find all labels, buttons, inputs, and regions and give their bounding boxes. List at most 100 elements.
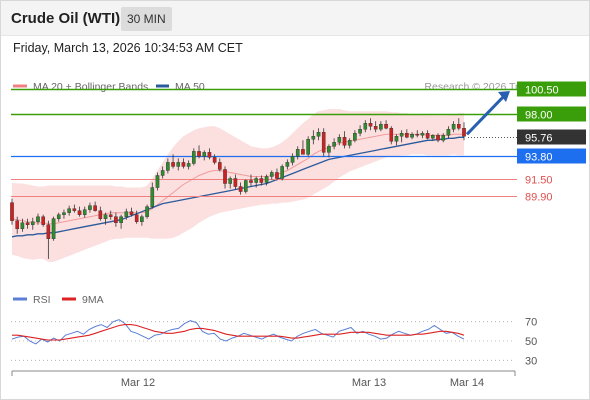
forecast-arrow-head: [498, 91, 510, 103]
candle-body: [160, 170, 165, 176]
candle-body: [25, 222, 30, 225]
rsi-ma-line: [12, 324, 465, 341]
level-100-50-box: [517, 81, 586, 97]
candle-body: [405, 133, 409, 138]
legend-bb-label: MA 20 + Bollinger Bands: [33, 81, 148, 93]
candle-body: [72, 208, 77, 211]
candle-body: [238, 186, 243, 192]
candle-body: [425, 133, 430, 139]
candle-body: [399, 133, 404, 137]
candle-body: [197, 151, 201, 157]
candle-body: [171, 162, 175, 167]
candle-body: [441, 135, 446, 141]
rsi-level-50-label: 50: [525, 336, 537, 348]
candle-body: [46, 224, 51, 239]
candle-body: [280, 166, 284, 179]
candle-body: [420, 133, 425, 136]
candle-body: [431, 135, 435, 139]
candle-body: [114, 216, 118, 223]
level-95-76-label: 95.76: [525, 133, 553, 145]
candle-body: [353, 133, 357, 141]
candle-body: [93, 205, 97, 211]
rsi-level-70-label: 70: [525, 317, 537, 329]
candle-body: [207, 152, 212, 158]
candle-body: [145, 206, 149, 217]
candle-body: [337, 137, 342, 143]
level-89-90-label: 89.90: [525, 192, 553, 204]
x-tick-label: Mar 13: [352, 377, 386, 389]
candle-body: [290, 156, 295, 163]
candle-body: [67, 208, 71, 213]
candle-body: [316, 132, 321, 137]
candle-body: [103, 214, 108, 219]
candle-body: [389, 128, 394, 142]
candle-body: [342, 137, 347, 146]
candle-body: [415, 134, 420, 136]
candle-body: [368, 123, 373, 127]
candle-body: [223, 169, 227, 184]
candle-body: [166, 162, 170, 171]
candle-body: [249, 180, 253, 183]
candle-body: [10, 202, 14, 221]
instrument-title: Crude Oil (WTI): [11, 10, 121, 27]
candle-body: [410, 134, 414, 138]
candle-body: [285, 162, 290, 167]
candle-body: [51, 218, 56, 239]
timeframe-badge[interactable]: 30 MIN: [121, 7, 172, 31]
candle-body: [275, 172, 279, 179]
candle-body: [233, 178, 238, 187]
candle-body: [436, 135, 440, 141]
candle-body: [155, 175, 160, 188]
level-93-80-label: 93.80: [525, 152, 553, 164]
candle-body: [306, 139, 310, 155]
candle-body: [181, 162, 186, 167]
candle-body: [456, 124, 461, 129]
level-93-80-box: [517, 148, 586, 164]
level-100-50-label: 100.50: [525, 85, 559, 97]
candle-body: [212, 157, 217, 163]
level-95-76-box: [517, 129, 586, 145]
candle-body: [56, 214, 61, 219]
candle-body: [218, 162, 222, 170]
candle-body: [462, 128, 466, 137]
candle-body: [311, 136, 316, 140]
candle-body: [124, 211, 129, 217]
candle-body: [150, 187, 155, 207]
candle-body: [347, 140, 352, 146]
ma20-line: [11, 133, 464, 225]
rsi-level-30-label: 30: [525, 355, 537, 367]
candle-body: [140, 216, 144, 222]
candle-body: [373, 126, 378, 130]
candle-body: [82, 209, 87, 215]
candle-body: [41, 216, 45, 225]
candle-body: [202, 152, 207, 157]
candle-body: [98, 210, 103, 219]
candle-body: [358, 129, 362, 134]
legend-ma50-label: MA 50: [175, 81, 205, 93]
forecast-arrow-shaft: [465, 95, 506, 136]
candle-body: [264, 176, 269, 183]
candle-body: [332, 142, 336, 147]
candle-body: [88, 205, 92, 210]
candle-body: [20, 222, 25, 229]
candle-body: [62, 212, 66, 215]
legend-rsi-ma-label: 9MA: [82, 294, 104, 306]
chart-header: Crude Oil (WTI) 30 MIN: [0, 0, 590, 36]
candle-body: [36, 216, 40, 222]
candle-body: [30, 221, 35, 225]
candle-body: [446, 129, 451, 136]
x-tick-label: Mar 14: [450, 377, 484, 389]
rsi-line: [11, 319, 465, 345]
candle-body: [295, 149, 300, 157]
candle-body: [394, 136, 399, 142]
x-tick-label: Mar 12: [121, 377, 155, 389]
candle-body: [77, 210, 82, 215]
candle-body: [134, 214, 139, 222]
candle-body: [15, 220, 20, 229]
candle-body: [321, 132, 326, 153]
candle-body: [192, 151, 196, 164]
candle-body: [108, 214, 113, 217]
candle-body: [301, 149, 305, 155]
legend-rsi-label: RSI: [33, 294, 51, 306]
